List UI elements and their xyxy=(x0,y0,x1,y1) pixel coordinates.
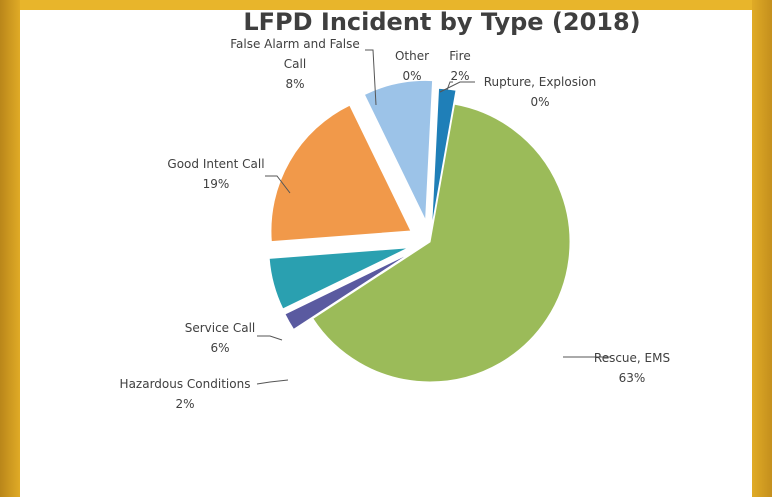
data-label-category: Service Call xyxy=(185,321,256,335)
data-label-category: Fire xyxy=(449,49,470,63)
leader-line xyxy=(256,379,289,385)
pie-slice-rescue-ems xyxy=(312,103,571,383)
data-label-category: Good Intent Call xyxy=(167,157,264,171)
data-label-value: 0% xyxy=(402,69,421,83)
pie-slice-good-intent-call xyxy=(270,104,412,243)
pie-slice-service-call xyxy=(268,247,409,310)
data-label-value: 0% xyxy=(530,95,549,109)
leader-line xyxy=(365,49,377,106)
data-label-value: 2% xyxy=(175,397,194,411)
data-label-value: 6% xyxy=(210,341,229,355)
chart-title: LFPD Incident by Type (2018) xyxy=(243,10,640,36)
leader-line xyxy=(446,81,453,91)
data-label-category: False Alarm and False xyxy=(230,37,360,51)
leader-line xyxy=(265,175,291,194)
background-right-stripe xyxy=(752,0,772,497)
leader-line xyxy=(439,81,475,93)
pie-slice-false-alarm-and-false-call xyxy=(363,79,434,221)
data-label-category: Rupture, Explosion xyxy=(484,75,597,89)
data-label-value: 8% xyxy=(285,77,304,91)
data-label-category: Call xyxy=(284,57,306,71)
data-label-category: Other xyxy=(395,49,429,63)
pie-slice-hazardous-conditions xyxy=(284,252,412,331)
slide-panel: LFPD Incident by Type (2018) Fire 2% Ruptu… xyxy=(20,10,752,497)
data-label-category: Rescue, EMS xyxy=(594,351,670,365)
pie-chart: LFPD Incident by Type (2018) Fire 2% Ruptu… xyxy=(120,10,671,411)
data-label-value: 63% xyxy=(619,371,646,385)
data-label-value: 19% xyxy=(203,177,230,191)
pie-slices xyxy=(268,79,571,383)
data-label-value: 2% xyxy=(450,69,469,83)
background-left-stripe xyxy=(0,0,20,497)
leader-lines xyxy=(256,49,610,385)
data-labels: Fire 2% Rupture, Explosion 0% Rescue, EMS 63%… xyxy=(120,37,671,411)
leader-line xyxy=(257,335,283,341)
background-top-stripe xyxy=(0,0,772,10)
data-label-category: Hazardous Conditions xyxy=(120,377,251,391)
